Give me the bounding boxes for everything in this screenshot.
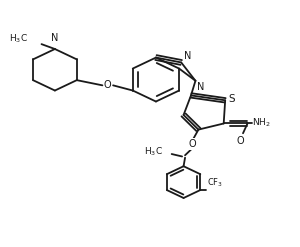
Text: NH$_2$: NH$_2$: [252, 116, 271, 128]
Text: CF$_3$: CF$_3$: [207, 176, 223, 189]
Text: H$_3$C: H$_3$C: [9, 33, 28, 45]
Text: N: N: [51, 33, 58, 43]
Text: N: N: [197, 82, 204, 92]
Text: S: S: [228, 94, 235, 104]
Text: N: N: [184, 51, 192, 61]
Text: H$_3$C: H$_3$C: [144, 145, 163, 158]
Text: O: O: [189, 139, 196, 149]
Text: O: O: [237, 136, 244, 146]
Text: O: O: [104, 80, 112, 90]
